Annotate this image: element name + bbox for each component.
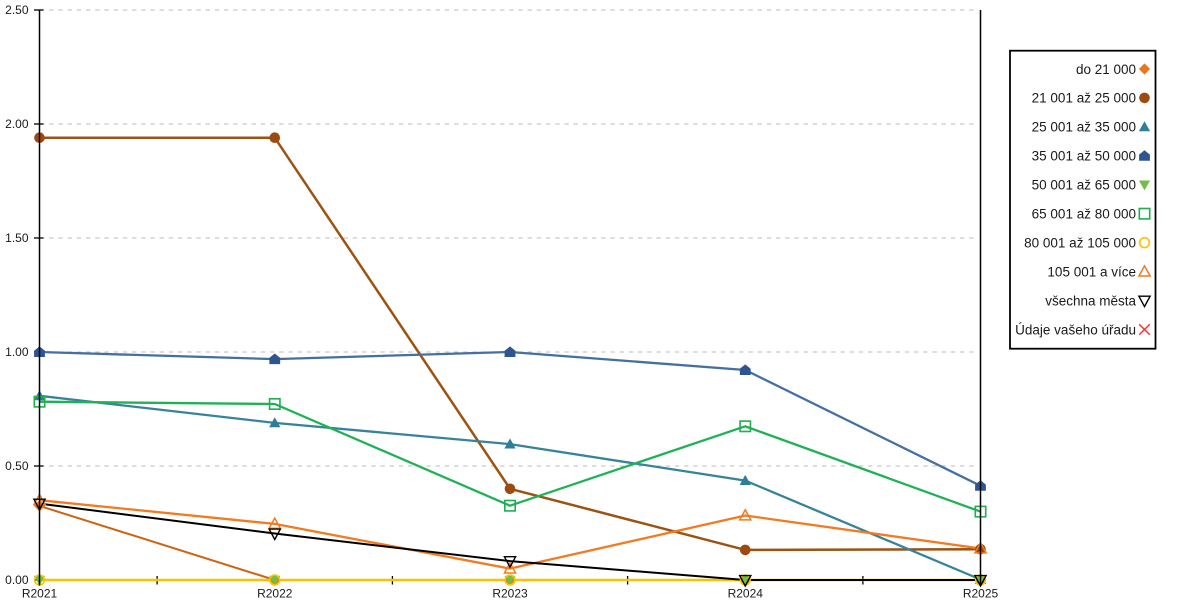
svg-text:105 001 a více: 105 001 a více (1047, 264, 1136, 279)
svg-text:0.00: 0.00 (5, 573, 29, 587)
svg-text:50 001 až 65 000: 50 001 až 65 000 (1032, 178, 1136, 193)
svg-text:R2022: R2022 (257, 587, 293, 601)
svg-text:21 001 až 25 000: 21 001 až 25 000 (1032, 91, 1136, 106)
svg-text:0.50: 0.50 (5, 459, 29, 473)
svg-text:80 001 až 105 000: 80 001 až 105 000 (1024, 236, 1136, 251)
svg-text:R2025: R2025 (963, 587, 999, 601)
svg-text:2.00: 2.00 (5, 117, 29, 131)
svg-text:R2021: R2021 (22, 587, 58, 601)
svg-text:do 21 000: do 21 000 (1076, 62, 1136, 77)
svg-text:65 001 až 80 000: 65 001 až 80 000 (1032, 207, 1136, 222)
svg-text:R2024: R2024 (728, 587, 764, 601)
svg-text:Údaje vašeho úřadu: Údaje vašeho úřadu (1015, 322, 1136, 337)
svg-text:všechna města: všechna města (1045, 293, 1136, 308)
svg-text:1.50: 1.50 (5, 231, 29, 245)
svg-text:R2023: R2023 (492, 587, 528, 601)
svg-text:25 001 až 35 000: 25 001 až 35 000 (1032, 120, 1136, 135)
svg-text:1.00: 1.00 (5, 345, 29, 359)
svg-text:35 001 až 50 000: 35 001 až 50 000 (1032, 149, 1136, 164)
svg-text:2.50: 2.50 (5, 3, 29, 17)
